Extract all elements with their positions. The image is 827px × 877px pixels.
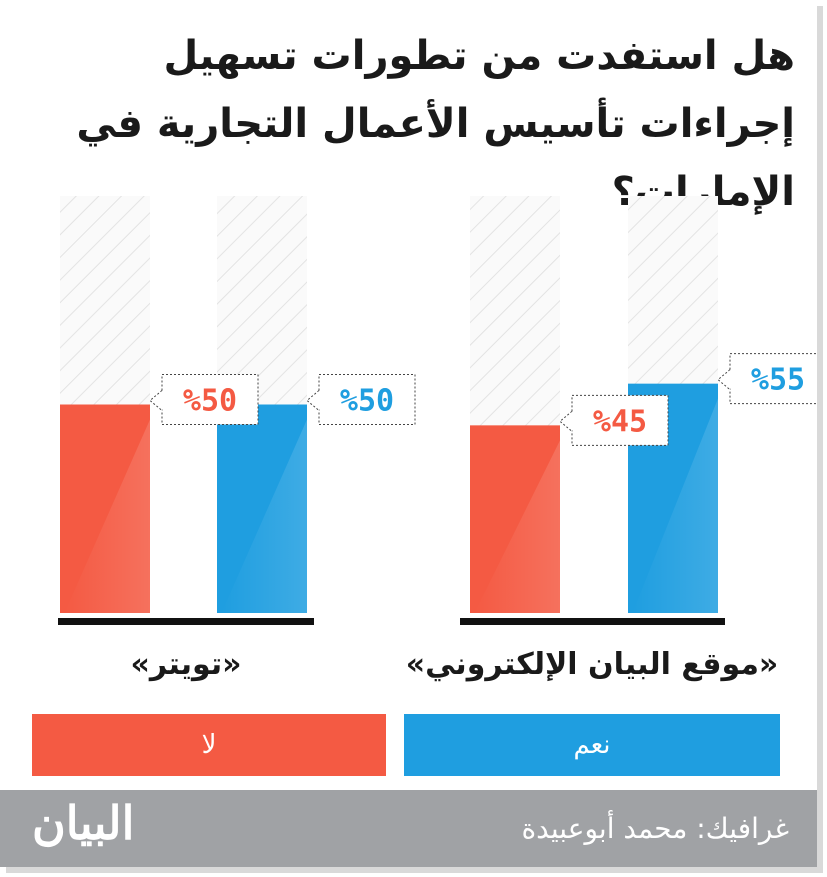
- legend-no: لا: [32, 714, 386, 776]
- bar-shine: [632, 383, 718, 613]
- callout-box: [318, 374, 416, 425]
- legend-yes: نعم: [404, 714, 780, 776]
- callout-box: [161, 374, 259, 425]
- category-baseline: [58, 618, 314, 625]
- callout-pointer: [149, 389, 163, 412]
- bar-shine: [64, 404, 150, 613]
- callout-pointer-mask: [161, 391, 164, 410]
- category-label: «تويتر»: [130, 647, 241, 682]
- callout-pointer: [559, 410, 573, 433]
- callout-pointer-mask: [571, 412, 574, 431]
- footer: البيان غرافيك: محمد أبوعبيدة: [0, 790, 817, 867]
- data-label: %55: [751, 363, 805, 398]
- callout-pointer: [717, 368, 731, 391]
- data-label: %45: [593, 404, 647, 439]
- chart-title: هل استفدت من تطورات تسهيل إجراءات تأسيس …: [76, 33, 795, 215]
- brand-logo: البيان: [32, 796, 135, 850]
- category-baseline: [460, 618, 725, 625]
- graphic-credit: غرافيك: محمد أبوعبيدة: [521, 812, 789, 845]
- infographic-card: هل استفدت من تطورات تسهيل إجراءات تأسيس …: [0, 33, 817, 867]
- callout-box: [729, 353, 817, 405]
- data-label: %50: [340, 384, 394, 419]
- category-label: «موقع البيان الإلكتروني»: [406, 647, 779, 682]
- legend-no-label: لا: [201, 730, 217, 760]
- bar-shine: [221, 404, 307, 613]
- callout-box: [571, 394, 669, 446]
- callout-pointer: [306, 389, 320, 412]
- callout-pointer-mask: [318, 391, 321, 410]
- callout-pointer-mask: [729, 370, 732, 389]
- bar-chart: %55 %45 %50 %50 «موقع البيان الإلكتروني» «تو…: [58, 196, 817, 682]
- data-label: %50: [183, 384, 237, 419]
- bar-shine: [474, 425, 560, 613]
- legend-yes-label: نعم: [573, 730, 611, 760]
